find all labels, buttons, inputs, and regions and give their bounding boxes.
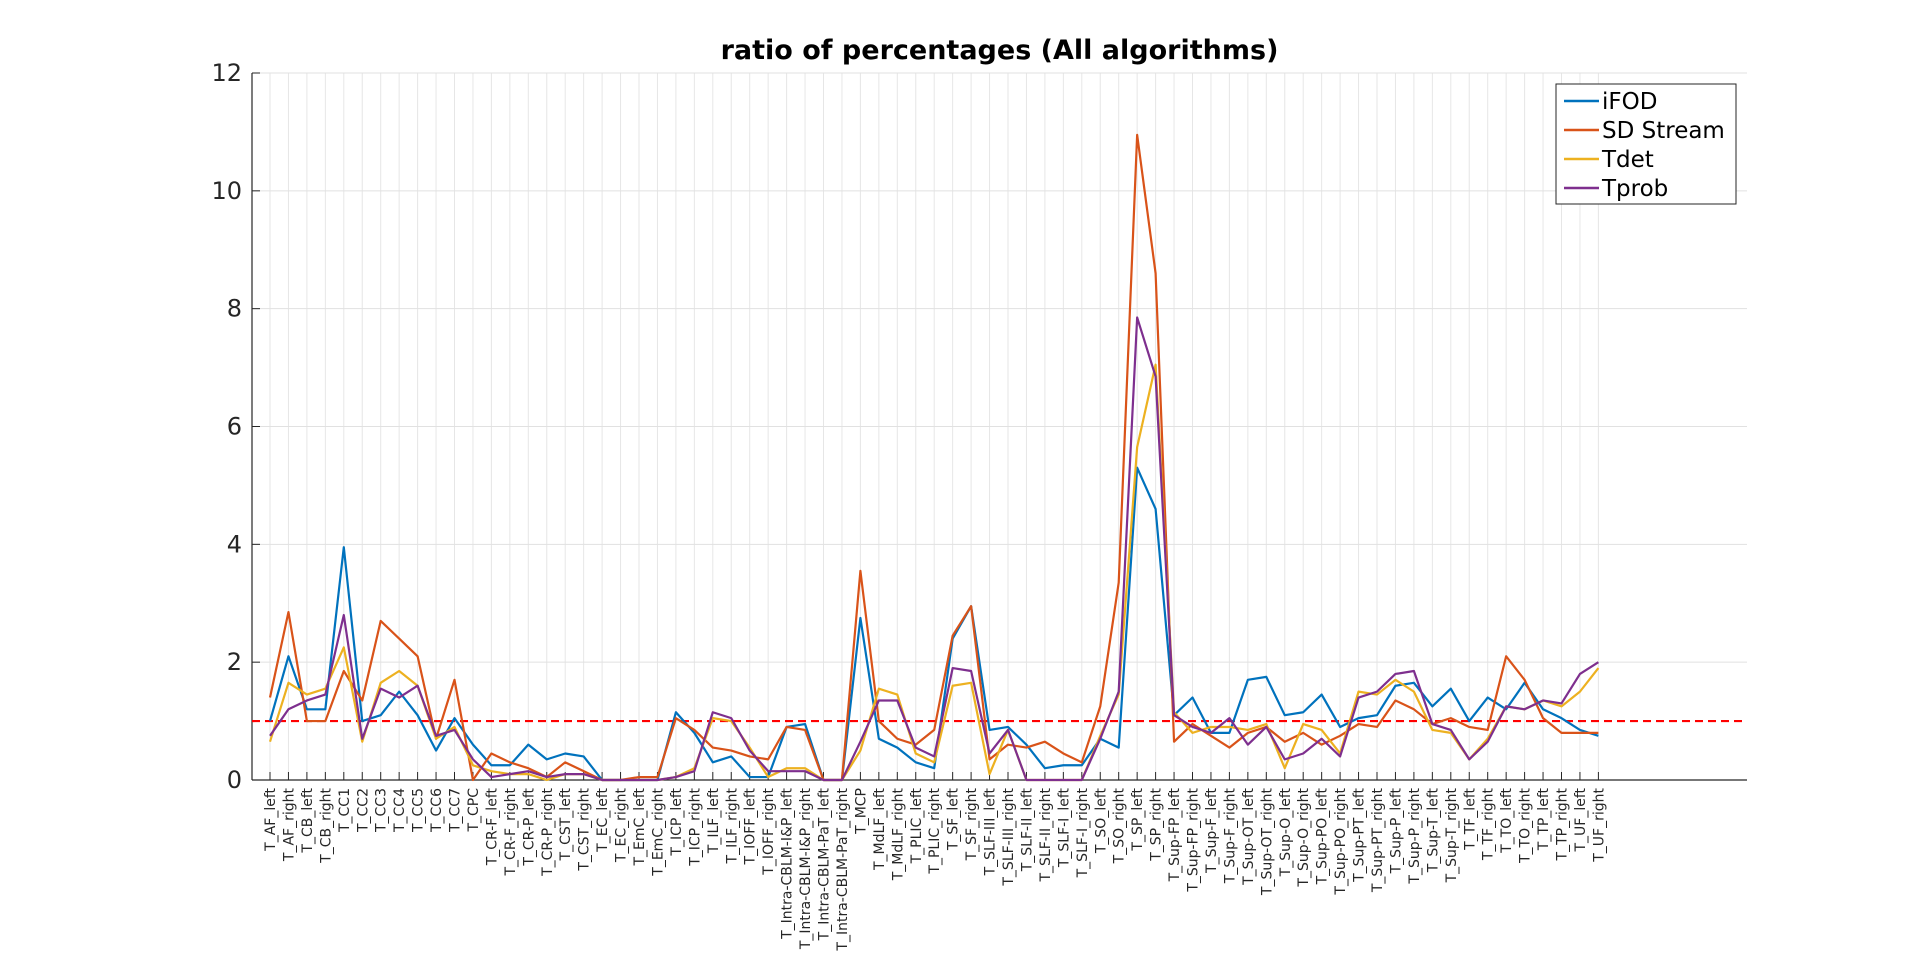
series-line-sd-stream — [268, 133, 1599, 782]
x-tick-label: T_Sup-OT_right — [1259, 787, 1275, 896]
x-tick-label: T_CC1 — [337, 788, 353, 833]
x-tick-label: T_Sup-FP_left — [1167, 787, 1183, 882]
x-tick-label: T_ICP_right — [687, 787, 703, 866]
x-tick-label: T_SLF-II_right — [1038, 787, 1054, 882]
x-ticks: T_AF_left T_AF_right T_CB_left T_CB_right T_… — [263, 772, 1607, 952]
grid — [252, 72, 1747, 781]
x-tick-label: T_MdLF_right — [890, 787, 906, 881]
x-tick-label: T_UF_right — [1591, 787, 1607, 862]
x-tick-label: T_TF_left — [1462, 788, 1478, 851]
x-tick-label: T_IOFF_right — [761, 787, 777, 875]
x-tick-label: T_Sup-T_left — [1425, 788, 1441, 874]
y-tick-label: 6 — [227, 413, 242, 441]
x-tick-label: T_CC4 — [392, 788, 408, 833]
x-tick-label: T_PLIC_right — [927, 787, 943, 874]
x-tick-label: T_Sup-PO_left — [1315, 787, 1331, 885]
x-tick-label: T_TP_right — [1555, 788, 1571, 862]
x-tick-label: T_AF_right — [281, 787, 297, 862]
x-tick-label: T_Sup-OT_left — [1241, 787, 1257, 885]
legend-label: Tdet — [1601, 147, 1654, 173]
x-tick-label: T_Sup-PO_right — [1333, 787, 1349, 895]
y-tick-label: 12 — [211, 59, 242, 87]
x-tick-label: T_SF_right — [964, 787, 980, 861]
x-tick-label: T_TO_right — [1518, 788, 1534, 865]
chart-title: ratio of percentages (All algorithms) — [721, 35, 1279, 66]
x-tick-label: T_TP_left — [1536, 788, 1552, 852]
x-tick-label: T_CR-P_right — [540, 788, 556, 877]
legend-label: Tprob — [1601, 176, 1668, 202]
x-tick-label: T_CC6 — [429, 788, 445, 833]
x-tick-label: T_CB_left — [300, 787, 316, 853]
x-tick-label: T_AF_left — [263, 787, 279, 851]
y-tick-label: 8 — [227, 295, 242, 323]
x-tick-label: T_SLF-III_right — [1001, 787, 1017, 886]
x-tick-label: T_EmC_right — [650, 788, 666, 877]
x-tick-label: T_SP_right — [1149, 787, 1165, 861]
x-tick-label: T_TF_right — [1481, 788, 1497, 862]
x-tick-label: T_TO_left — [1499, 788, 1515, 854]
x-tick-label: T_ILF_right — [724, 787, 740, 864]
x-tick-label: T_Sup-O_left — [1278, 787, 1294, 877]
x-tick-label: T_CR-F_right — [503, 788, 519, 877]
x-tick-label: T_Sup-T_right — [1444, 788, 1460, 884]
x-tick-label: T_Intra-CBLM-PaT_right — [835, 788, 851, 952]
x-tick-label: T_CC2 — [355, 788, 371, 833]
x-tick-label: T_SO_left — [1093, 787, 1109, 854]
x-tick-label: T_EmC_left — [632, 788, 648, 867]
x-tick-label: T_SLF-II_left — [1019, 787, 1035, 872]
x-tick-label: T_CC5 — [411, 788, 427, 833]
x-tick-label: T_SLF-III_left — [983, 787, 999, 876]
x-tick-label: T_Sup-O_right — [1296, 787, 1312, 887]
x-tick-label: T_IOFF_left — [743, 787, 759, 865]
y-ticks: 0 2 4 6 8 10 12 — [211, 59, 260, 794]
x-tick-label: T_PLIC_left — [909, 787, 925, 864]
x-tick-label: T_MCP — [853, 788, 869, 835]
x-tick-label: T_Sup-PT_left — [1352, 787, 1368, 882]
series-lines — [268, 133, 1600, 782]
x-tick-label: T_Intra-CBLM-I&P_left — [780, 787, 796, 939]
legend-box — [1555, 83, 1737, 205]
x-tick-label: T_MdLF_left — [872, 787, 888, 871]
x-tick-label: T_Sup-FP_right — [1186, 787, 1202, 892]
x-tick-label: T_SLF-I_right — [1075, 787, 1091, 878]
legend: iFOD SD Stream Tdet Tprob — [1555, 83, 1737, 205]
x-tick-label: T_EC_left — [595, 788, 611, 853]
x-tick-label: T_ICP_left — [669, 787, 685, 856]
y-tick-label: 4 — [227, 530, 242, 558]
x-tick-label: T_Sup-F_right — [1222, 787, 1238, 884]
x-tick-label: T_CC3 — [374, 788, 390, 833]
x-tick-label: T_Sup-P_right — [1407, 787, 1423, 884]
x-tick-label: T_SLF-I_left — [1056, 787, 1072, 868]
x-tick-label: T_CST_right — [577, 788, 593, 872]
y-tick-label: 0 — [227, 766, 242, 794]
x-tick-label: T_CC7 — [448, 788, 464, 833]
series-line-ifod — [268, 466, 1599, 782]
x-tick-label: T_CPC — [466, 788, 482, 833]
x-tick-label: T_Sup-F_left — [1204, 787, 1220, 873]
x-tick-label: T_CB_right — [318, 787, 334, 863]
legend-label: iFOD — [1602, 89, 1657, 115]
x-tick-label: T_Sup-PT_right — [1370, 787, 1386, 893]
x-tick-label: T_Sup-P_left — [1388, 787, 1404, 874]
series-line-tprob — [269, 316, 1599, 782]
x-tick-label: T_CR-P_left — [521, 787, 537, 866]
x-tick-label: T_SO_right — [1112, 787, 1128, 864]
x-tick-label: T_Intra-CBLM-PaT_left — [817, 787, 833, 941]
x-tick-label: T_CR-F_left — [484, 788, 500, 867]
x-tick-label: T_EC_right — [614, 788, 630, 864]
y-tick-label: 10 — [211, 177, 242, 205]
series-line-tdet — [268, 363, 1600, 782]
x-tick-label: T_UF_left — [1573, 787, 1589, 852]
y-tick-label: 2 — [227, 648, 242, 676]
x-tick-label: T_ILF_left — [706, 788, 722, 855]
x-tick-label: T_SF_left — [946, 787, 962, 851]
legend-label: SD Stream — [1602, 118, 1725, 144]
x-tick-label: T_SP_left — [1130, 787, 1146, 851]
x-tick-label: T_CST_left — [558, 788, 574, 862]
x-tick-label: T_Intra-CBLM-I&P_right — [798, 787, 814, 950]
